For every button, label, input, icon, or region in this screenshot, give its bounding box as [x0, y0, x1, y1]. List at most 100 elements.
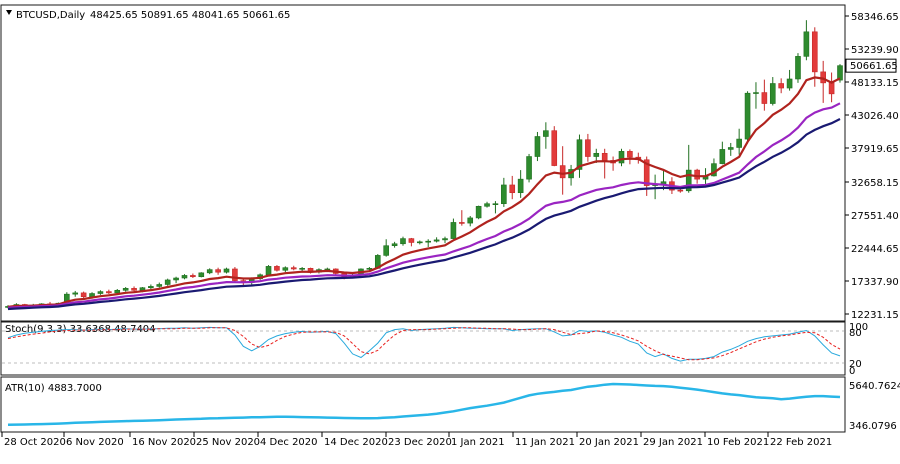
candle-body	[198, 272, 205, 278]
candle-body	[753, 92, 759, 94]
candle-body	[383, 245, 389, 256]
stoch-tick-20: 20	[849, 359, 862, 370]
current-price-text: 50661.65	[850, 61, 898, 72]
candle-body	[585, 139, 591, 157]
date-tick-label: 1 Jan 2021	[451, 437, 505, 448]
candle-body	[232, 268, 238, 281]
candle-body	[156, 284, 163, 287]
price-tick-label: 53239.90	[851, 45, 899, 56]
candle-body	[719, 149, 726, 164]
candle-body	[543, 130, 549, 137]
candle-body	[106, 291, 112, 294]
candle-body	[215, 269, 221, 273]
candle-body	[627, 151, 633, 158]
candle-body	[685, 169, 692, 192]
candle-body	[534, 136, 541, 157]
candle-body	[677, 189, 684, 192]
candle-body	[517, 178, 524, 194]
candle-body	[299, 268, 305, 270]
atr-line-layer	[7, 382, 841, 427]
current-price-box	[845, 58, 897, 73]
date-tick-label: 22 Feb 2021	[770, 437, 832, 448]
candle-body	[206, 269, 213, 274]
candle-body	[366, 268, 373, 270]
candle-body	[282, 267, 289, 271]
candle-body	[811, 31, 818, 73]
stoch-tick-0: 0	[849, 366, 855, 377]
ma-line	[7, 102, 841, 309]
candle-body	[828, 82, 835, 95]
atr-panel-border	[0, 376, 846, 433]
candle-body	[122, 288, 129, 291]
atr-tick-high: 5640.7624	[849, 381, 900, 392]
date-tick-label: 25 Nov 2020	[196, 437, 260, 448]
stoch-tick-80: 80	[849, 328, 862, 339]
date-tick-label: 4 Dec 2020	[260, 437, 318, 448]
candle-body	[265, 266, 272, 276]
candle-body	[694, 169, 700, 180]
moving-averages-layer	[7, 76, 841, 311]
stoch-tick-100: 100	[849, 322, 868, 333]
atr-label: ATR(10) 4883.7000	[5, 383, 102, 394]
candle-body	[475, 205, 482, 219]
candle-body	[223, 268, 230, 273]
candle-body	[442, 238, 448, 241]
current-price-marker: 50661.65	[845, 58, 898, 73]
candle-body	[795, 56, 801, 80]
date-tick-label: 28 Oct 2020	[4, 437, 66, 448]
candle-body	[501, 184, 507, 205]
candle-body	[761, 92, 768, 104]
candle-body	[416, 241, 423, 244]
date-tick-label: 10 Feb 2021	[707, 437, 769, 448]
stoch-lines-layer	[7, 326, 841, 362]
candle-body	[601, 152, 608, 161]
candle-body	[459, 222, 465, 224]
main-panel-border	[0, 4, 846, 322]
atr-tick-low: 346.0796	[849, 421, 897, 432]
date-tick-label: 14 Dec 2020	[324, 437, 388, 448]
candle-body	[593, 152, 600, 157]
candle-body	[484, 203, 490, 207]
candle-body	[736, 138, 742, 148]
candle-body	[551, 130, 558, 166]
candle-body	[618, 151, 625, 164]
candle-body	[190, 275, 196, 278]
ma-line	[7, 76, 841, 308]
candle-body	[778, 83, 784, 89]
candle-body	[576, 139, 583, 170]
price-tick-label: 58346.65	[851, 12, 899, 23]
price-tick-label: 17337.90	[851, 277, 899, 288]
candle-body	[492, 203, 499, 206]
dropdown-triangle-icon[interactable]	[6, 10, 12, 15]
candle-body	[450, 222, 457, 239]
candle-body	[744, 92, 751, 140]
date-tick-label: 29 Jan 2021	[643, 437, 703, 448]
date-tick-label: 6 Nov 2020	[66, 437, 124, 448]
candle-body	[727, 147, 734, 150]
price-tick-label: 48133.15	[851, 78, 899, 89]
candle-body	[72, 292, 79, 295]
price-tick-label: 27551.40	[851, 211, 899, 222]
chart-title: BTCUSD,Daily	[16, 10, 85, 21]
candle-body	[509, 184, 516, 194]
candle-body	[173, 277, 179, 281]
candle-body	[400, 238, 406, 245]
candle-body	[164, 279, 171, 285]
stoch-signal-line	[7, 327, 841, 361]
candle-body	[114, 289, 121, 294]
price-tick-label: 37919.65	[851, 144, 899, 155]
candle-body	[181, 275, 188, 279]
date-axis: 28 Oct 2020 6 Nov 2020 16 Nov 2020 25 Nov 2…	[1, 432, 832, 448]
candle-body	[433, 239, 440, 242]
candle-body	[274, 266, 280, 271]
candle-body	[97, 291, 104, 294]
candle-body	[526, 156, 532, 180]
price-axis: 58346.65 53239.90 48133.15 43026.40 37919.65…	[845, 12, 899, 321]
candle-body	[391, 243, 398, 247]
date-tick-label: 16 Nov 2020	[132, 437, 196, 448]
atr-line	[7, 382, 841, 427]
candle-body	[643, 159, 650, 186]
candle-body	[80, 292, 87, 298]
ma-line	[7, 118, 841, 311]
candle-body	[290, 267, 297, 270]
